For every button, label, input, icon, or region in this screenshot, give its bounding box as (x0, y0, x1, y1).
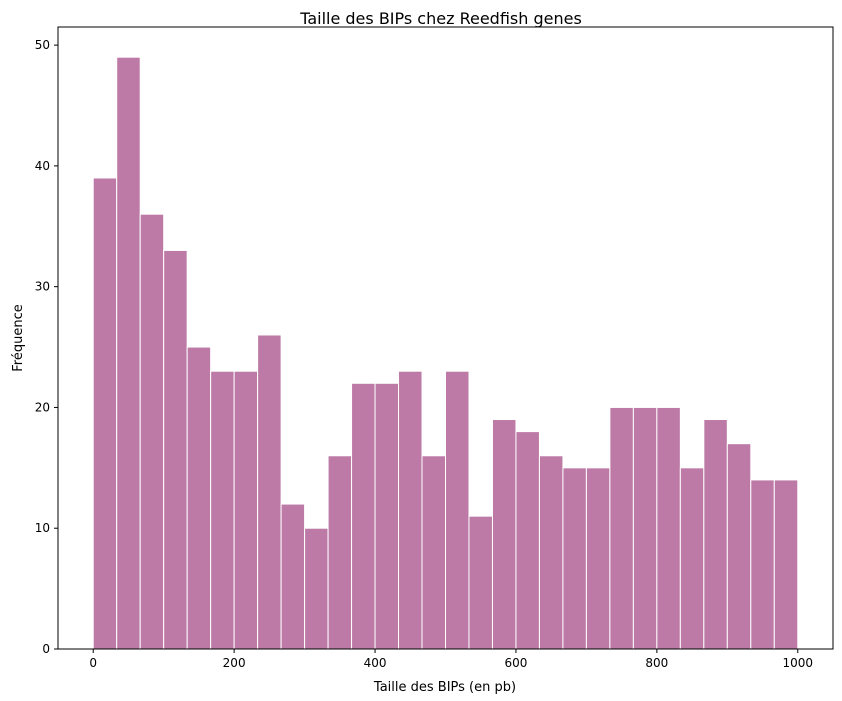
x-tick-label: 1000 (782, 656, 813, 670)
histogram-bar (562, 467, 587, 650)
histogram-bar (233, 370, 259, 650)
histogram-bar (609, 406, 634, 650)
x-axis-label: Taille des BIPs (en pb) (373, 680, 516, 695)
histogram-bar (398, 370, 423, 650)
histogram-bar (351, 382, 376, 650)
histogram-bar (632, 406, 658, 650)
histogram-bar (773, 479, 799, 650)
y-axis-ticks: 0 10 20 30 40 50 (35, 38, 58, 656)
histogram-bar (280, 503, 306, 650)
histogram-bar (139, 213, 165, 650)
histogram-bar (468, 515, 493, 650)
histogram-bar (210, 370, 235, 650)
histogram-bar (92, 177, 118, 650)
bars-group (92, 56, 799, 650)
histogram-bar (163, 249, 188, 650)
histogram-bar (491, 419, 517, 650)
histogram-bar (374, 382, 400, 650)
histogram-bar (726, 443, 752, 650)
y-axis-label: Fréquence (11, 304, 26, 371)
y-tick-label: 0 (42, 642, 50, 656)
histogram-bar (116, 56, 141, 650)
y-tick-label: 10 (35, 521, 50, 535)
x-tick-label: 200 (223, 656, 246, 670)
y-tick-label: 20 (35, 400, 50, 414)
histogram-bar (515, 431, 540, 650)
x-tick-label: 400 (364, 656, 387, 670)
histogram-bar (538, 455, 564, 650)
histogram-bar (750, 479, 775, 650)
histogram-bar (445, 370, 470, 650)
histogram-bar (703, 419, 728, 650)
y-tick-label: 40 (35, 159, 50, 173)
histogram-bar (679, 467, 705, 650)
x-tick-label: 0 (89, 656, 97, 670)
plot-frame (57, 26, 834, 650)
y-tick-label: 50 (35, 38, 50, 52)
histogram-bar (186, 346, 212, 650)
histogram-bar (585, 467, 611, 650)
x-tick-label: 600 (505, 656, 528, 670)
histogram-bar (327, 455, 353, 650)
histogram-bar (304, 527, 329, 650)
chart-title: Taille des BIPs chez Reedfish genes (299, 9, 582, 28)
x-tick-label: 800 (645, 656, 668, 670)
histogram-bar (257, 334, 282, 650)
y-tick-label: 30 (35, 280, 50, 294)
histogram-bar (421, 455, 446, 650)
x-axis-ticks: 0 200 400 600 800 1000 (89, 649, 813, 670)
histogram-bar (656, 406, 681, 650)
